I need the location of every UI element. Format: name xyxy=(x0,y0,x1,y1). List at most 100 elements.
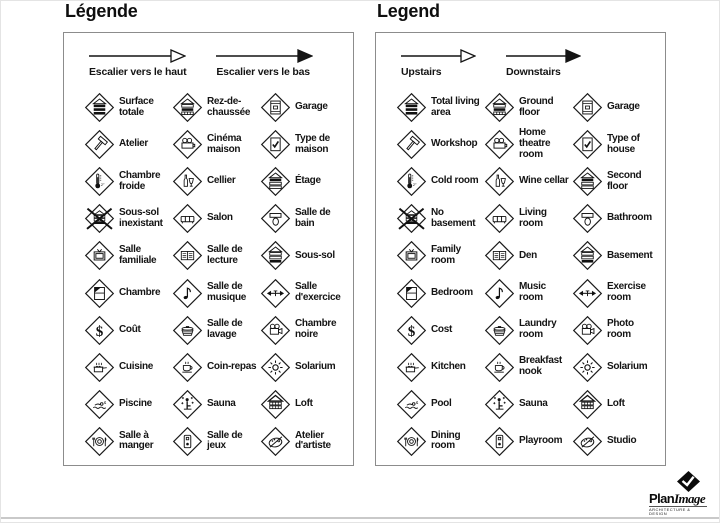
legend-item: Cinéma maison xyxy=(172,129,260,160)
legend-item: Cellier xyxy=(172,166,260,197)
legend-item-label: Garage xyxy=(295,101,328,113)
wine-cellar-icon xyxy=(172,166,203,197)
legend-item-label: Chambre froide xyxy=(119,169,161,192)
cost-icon xyxy=(396,315,427,346)
legend-item-label: Ground floor xyxy=(519,95,554,118)
bathroom-icon xyxy=(260,203,291,234)
workshop-icon xyxy=(84,129,115,160)
stair-label: Escalier vers le haut xyxy=(89,66,187,78)
legend-item: Type of house xyxy=(572,129,660,160)
arrow-right-hollow-icon xyxy=(401,49,476,63)
second-floor-icon xyxy=(260,166,291,197)
legend-item: Sauna xyxy=(484,389,572,420)
loft-icon xyxy=(572,389,603,420)
photo-room-icon xyxy=(260,315,291,346)
legend-title-french: Légende xyxy=(65,1,138,21)
legend-item: Coût xyxy=(84,315,172,346)
stair-up: Upstairs xyxy=(401,49,476,78)
legend-item: Exercise room xyxy=(572,278,660,309)
legend-item-label: Salle de lavage xyxy=(207,318,243,341)
arrow-right-hollow-icon xyxy=(89,49,186,63)
legend-item-label: Music room xyxy=(519,281,546,304)
legend-item-label: Salle d'exercice xyxy=(295,281,341,304)
legend-item-label: Garage xyxy=(607,101,640,113)
legend-item: Garage xyxy=(260,92,348,123)
stair-label: Downstairs xyxy=(506,66,561,78)
legend-item-label: Piscine xyxy=(119,397,152,409)
arrow-right-filled-icon xyxy=(216,49,314,63)
total-living-area-icon xyxy=(396,92,427,123)
legend-item-label: Dining room xyxy=(431,429,461,452)
cold-room-icon xyxy=(84,166,115,197)
bedroom-icon xyxy=(84,278,115,309)
legend-item: Salle de jeux xyxy=(172,426,260,457)
legend-item: Family room xyxy=(396,240,484,271)
legend-item: Loft xyxy=(572,389,660,420)
stairs-row: Upstairs Downstairs xyxy=(401,49,581,78)
playroom-icon xyxy=(484,426,515,457)
wine-cellar-icon xyxy=(484,166,515,197)
house-type-icon xyxy=(572,129,603,160)
legend-item: Type de maison xyxy=(260,129,348,160)
legend-item: Studio xyxy=(572,426,660,457)
music-room-icon xyxy=(484,278,515,309)
legend-item-label: Second floor xyxy=(607,169,642,192)
bottom-rule xyxy=(1,517,719,519)
stair-label: Escalier vers le bas xyxy=(216,66,310,78)
pool-icon xyxy=(84,389,115,420)
legend-item-label: Workshop xyxy=(431,138,478,150)
total-living-area-icon xyxy=(84,92,115,123)
legend-item-label: Bedroom xyxy=(431,286,473,298)
legend-item: Living room xyxy=(484,203,572,234)
pool-icon xyxy=(396,389,427,420)
legend-item-label: Breakfast nook xyxy=(519,355,562,378)
legend-item-label: Atelier d'artiste xyxy=(295,429,331,452)
legend-item: Music room xyxy=(484,278,572,309)
basement-icon xyxy=(260,240,291,271)
dining-room-icon xyxy=(84,426,115,457)
legend-item-label: Salon xyxy=(207,212,233,224)
kitchen-icon xyxy=(396,352,427,383)
legend-item: Salle de bain xyxy=(260,203,348,234)
exercise-room-icon xyxy=(260,278,291,309)
no-basement-icon xyxy=(396,203,427,234)
stair-up: Escalier vers le haut xyxy=(89,49,187,78)
legend-item-label: Sauna xyxy=(519,397,548,409)
logo-name: PlanImage xyxy=(649,492,715,505)
legend-item-label: Studio xyxy=(607,435,637,447)
cost-icon xyxy=(84,315,115,346)
legend-item: Rez-de-chaussée xyxy=(172,92,260,123)
legend-item: Home theatre room xyxy=(484,127,572,160)
legend-item-label: Type de maison xyxy=(295,132,330,155)
legend-item: Playroom xyxy=(484,426,572,457)
legend-item: Photo room xyxy=(572,315,660,346)
playroom-icon xyxy=(172,426,203,457)
legend-item: Cost xyxy=(396,315,484,346)
legend-item: Dining room xyxy=(396,426,484,457)
legend-item: Sauna xyxy=(172,389,260,420)
legend-grid: Total living area Ground floor Garage Works… xyxy=(396,89,660,460)
exercise-room-icon xyxy=(572,278,603,309)
legend-panel-french: Escalier vers le haut Escalier vers le ba… xyxy=(63,32,354,466)
sauna-icon xyxy=(484,389,515,420)
arrow-right-filled-icon xyxy=(506,49,581,63)
bedroom-icon xyxy=(396,278,427,309)
legend-item-label: Salle de jeux xyxy=(207,429,243,452)
legend-item: Solarium xyxy=(260,352,348,383)
legend-item: Ground floor xyxy=(484,92,572,123)
sauna-icon xyxy=(172,389,203,420)
legend-item-label: Sous-sol xyxy=(295,249,335,261)
second-floor-icon xyxy=(572,166,603,197)
legend-item: Total living area xyxy=(396,92,484,123)
legend-item-label: Étage xyxy=(295,175,321,187)
legend-item: Salle de musique xyxy=(172,278,260,309)
home-theatre-icon xyxy=(484,129,515,160)
legend-item: Chambre noire xyxy=(260,315,348,346)
legend-title-english: Legend xyxy=(377,1,440,21)
legend-item-label: Salle de bain xyxy=(295,207,331,229)
legend-item-label: Wine cellar xyxy=(519,175,569,187)
ground-floor-icon xyxy=(484,92,515,123)
legend-item: Kitchen xyxy=(396,352,484,383)
family-room-icon xyxy=(396,240,427,271)
